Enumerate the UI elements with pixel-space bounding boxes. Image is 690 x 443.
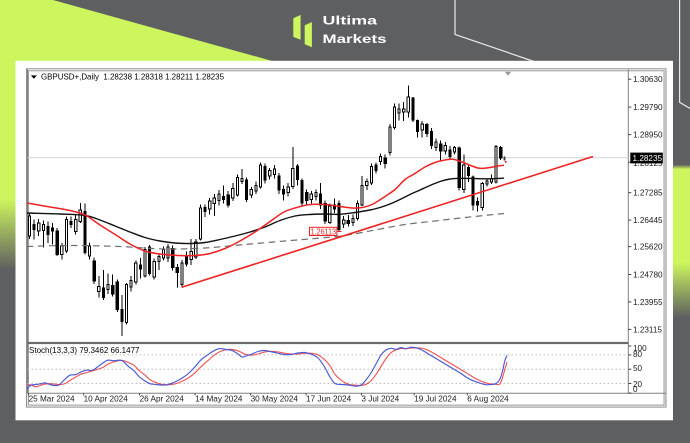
svg-text:30 May 2024: 30 May 2024 [251, 394, 299, 403]
svg-text:1.29790: 1.29790 [633, 103, 663, 112]
svg-text:1.28235: 1.28235 [633, 154, 663, 163]
svg-text:3 Jul 2024: 3 Jul 2024 [361, 394, 399, 403]
svg-text:0: 0 [633, 385, 638, 394]
svg-text:1.25620: 1.25620 [633, 243, 663, 252]
svg-text:26 Apr 2024: 26 Apr 2024 [140, 394, 185, 403]
svg-text:10 Apr 2024: 10 Apr 2024 [84, 394, 129, 403]
svg-text:1.26445: 1.26445 [633, 216, 663, 225]
svg-text:1.26113: 1.26113 [311, 227, 337, 236]
svg-text:1.27285: 1.27285 [633, 189, 663, 198]
svg-text:17 Jun 2024: 17 Jun 2024 [306, 394, 352, 403]
svg-text:Markets: Markets [323, 32, 388, 46]
svg-text:Ultima: Ultima [323, 14, 378, 28]
svg-text:1.23115: 1.23115 [633, 325, 662, 334]
svg-text:Stoch(13,3,3) 79.3462 66.1477: Stoch(13,3,3) 79.3462 66.1477 [29, 346, 140, 355]
svg-text:6 Aug 2024: 6 Aug 2024 [467, 394, 509, 403]
svg-text:25 Mar 2024: 25 Mar 2024 [29, 394, 75, 403]
svg-text:19 Jul 2024: 19 Jul 2024 [414, 394, 457, 403]
svg-text:50: 50 [633, 364, 643, 373]
svg-text:1.23955: 1.23955 [633, 298, 663, 307]
svg-text:1.24780: 1.24780 [633, 270, 663, 279]
svg-text:80: 80 [633, 350, 643, 359]
svg-text:GBPUSD+,Daily 1.28238 1.28318: GBPUSD+,Daily 1.28238 1.28318 1.28211 1.… [41, 72, 224, 81]
svg-text:1.28950: 1.28950 [633, 131, 663, 140]
svg-text:100: 100 [633, 344, 647, 353]
svg-text:20: 20 [633, 380, 643, 389]
svg-text:1.28125: 1.28125 [633, 159, 663, 168]
svg-text:14 May 2024: 14 May 2024 [195, 394, 243, 403]
svg-text:1.30630: 1.30630 [633, 75, 663, 84]
